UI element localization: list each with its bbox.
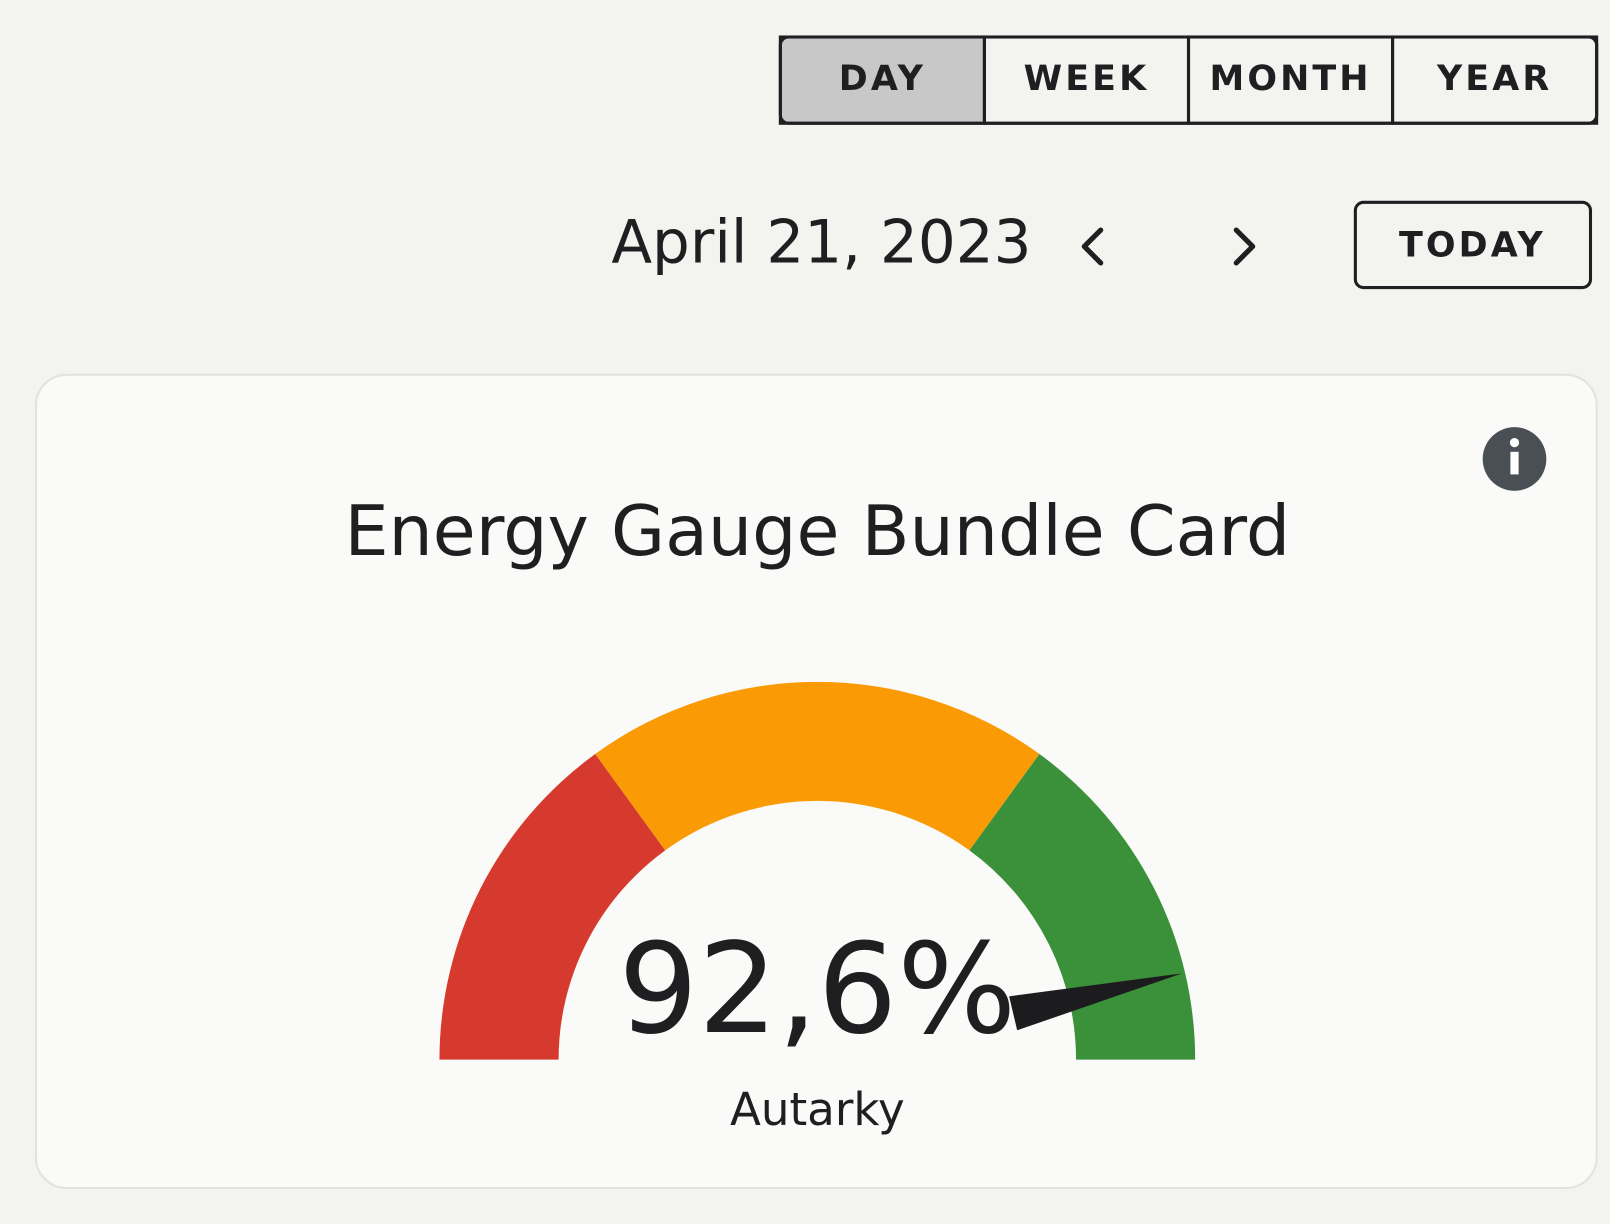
gauge-needle bbox=[1009, 973, 1183, 1031]
period-label: DAY bbox=[839, 59, 926, 99]
period-label: MONTH bbox=[1210, 59, 1372, 99]
today-label: TODAY bbox=[1399, 225, 1546, 265]
period-selector: DAY WEEK MONTH YEAR bbox=[778, 35, 1599, 125]
date-label: April 21, 2023 bbox=[611, 209, 1031, 278]
card-title: Energy Gauge Bundle Card bbox=[344, 491, 1290, 572]
prev-button[interactable] bbox=[1081, 227, 1104, 266]
today-button[interactable] bbox=[1353, 200, 1593, 290]
period-button[interactable] bbox=[778, 35, 986, 125]
period-label: WEEK bbox=[1024, 59, 1150, 99]
period-label: YEAR bbox=[1436, 59, 1552, 99]
gauge-segment bbox=[595, 681, 1040, 851]
period-frame bbox=[778, 35, 1599, 125]
next-button[interactable] bbox=[1233, 227, 1256, 266]
gauge-label: Autarky bbox=[730, 1083, 905, 1136]
gauge-segment bbox=[439, 753, 666, 1060]
info-icon-bar bbox=[1510, 451, 1519, 475]
gauge: 92,6% Autarky bbox=[439, 681, 1196, 1136]
info-icon-dot bbox=[1509, 437, 1520, 448]
gauge-value: 92,6% bbox=[618, 916, 1016, 1062]
